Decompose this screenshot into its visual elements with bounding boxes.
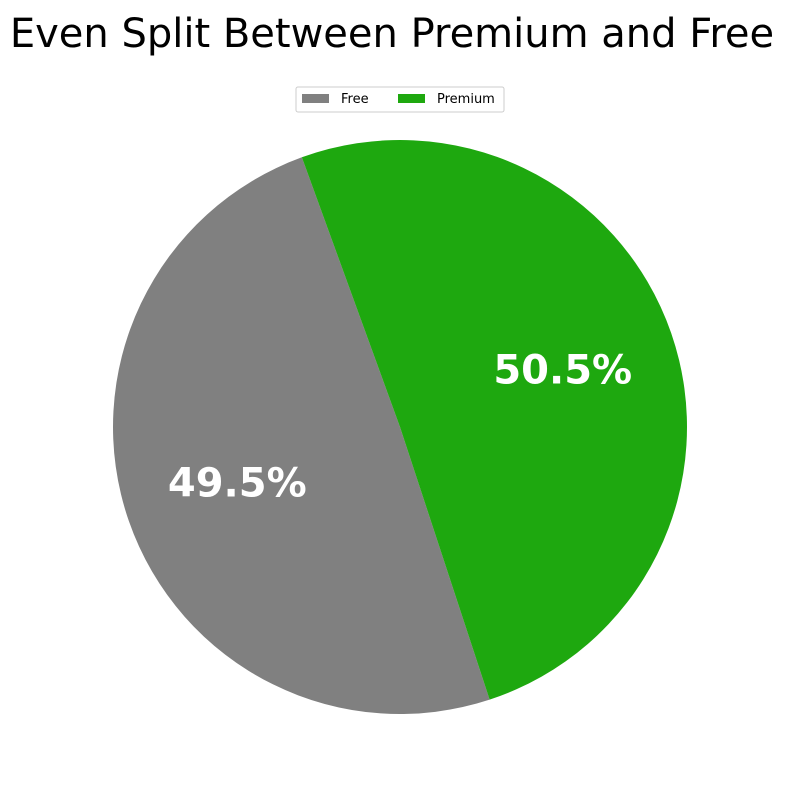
pie-slice-premium: [301, 139, 688, 700]
pie-labels: 49.5% 50.5%: [168, 348, 632, 507]
legend: Free Premium: [295, 86, 505, 113]
legend-swatch-premium: [398, 94, 425, 103]
pie-slices: [113, 139, 688, 714]
legend-swatch-free: [302, 94, 329, 103]
legend-label-premium: Premium: [437, 92, 495, 107]
pie-slice-free: [113, 157, 490, 714]
legend-label-free: Free: [341, 92, 369, 107]
pie-label-premium: 50.5%: [493, 348, 632, 394]
chart-title: Even Split Between Premium and Free: [10, 11, 774, 57]
pie-label-free: 49.5%: [168, 460, 307, 506]
